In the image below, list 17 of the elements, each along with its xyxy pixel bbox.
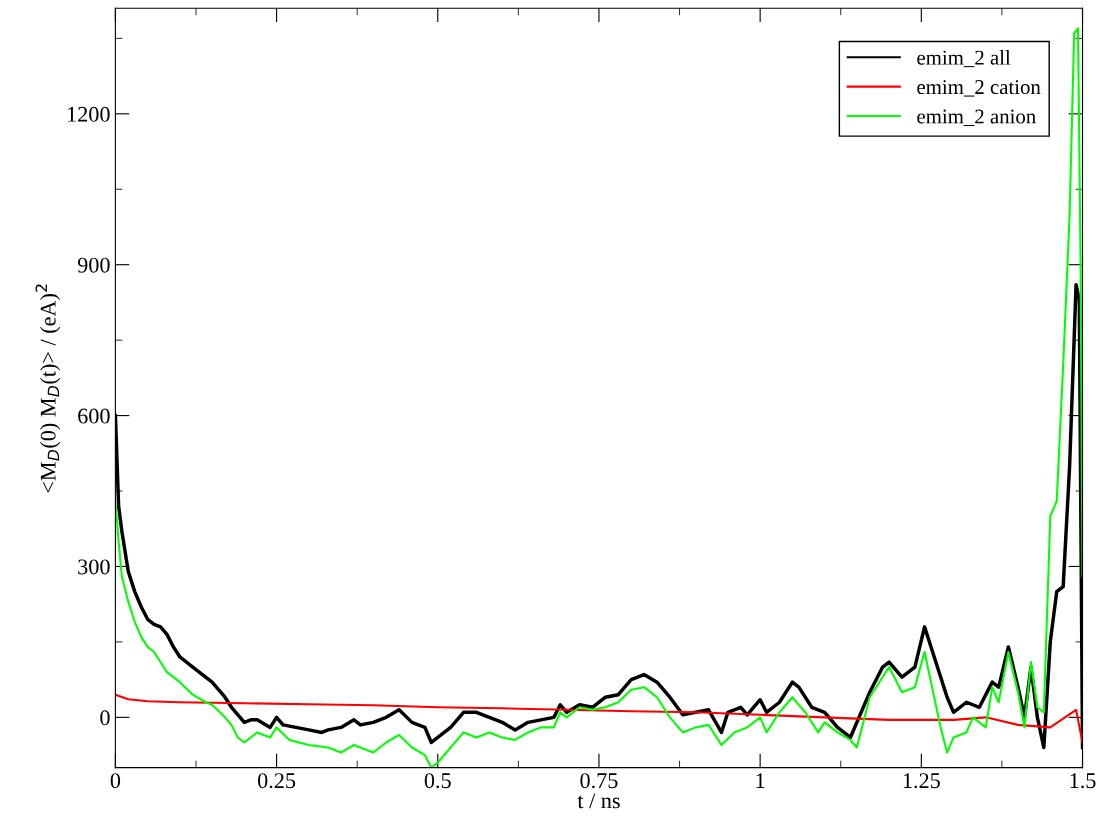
y-axis-title: <M$_{D}$(0) M$_{D}$(t)> / (eA)$^{2}$ <box>35 284 61 493</box>
x-axis-title: t / ns <box>577 793 620 809</box>
y-tick-label: 0 <box>100 710 110 726</box>
x-tick-label: 0 <box>110 773 121 789</box>
y-tick-label: 300 <box>78 559 110 575</box>
y-tick-label: 1200 <box>68 106 110 122</box>
y-tick-label: 600 <box>78 408 110 424</box>
y-tick-label: 900 <box>77 257 110 273</box>
legend-label: emim_2 anion <box>917 109 1036 127</box>
x-tick-label: 1.5 <box>1070 773 1096 789</box>
legend-label: emim_2 all <box>917 50 1011 68</box>
x-tick-label: 0.25 <box>257 773 296 789</box>
x-tick-label: 1.25 <box>903 773 940 789</box>
x-tick-label: 0.75 <box>580 773 618 789</box>
x-tick-label: 0.5 <box>424 773 451 789</box>
x-tick-label: 1 <box>756 773 765 788</box>
legend-label: emim_2 cation <box>917 80 1041 97</box>
